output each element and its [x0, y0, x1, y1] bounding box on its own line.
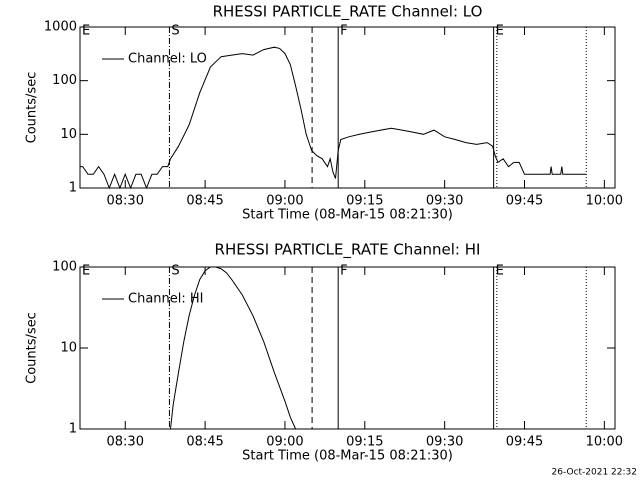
data-line	[80, 46, 587, 190]
time-marker-label: F	[340, 264, 347, 279]
y-tick-label: 10	[60, 341, 77, 356]
x-tick-label: 09:45	[506, 194, 543, 209]
x-tick-label: 09:15	[346, 435, 383, 450]
x-tick-label: 09:15	[346, 194, 383, 209]
x-tick-label: 09:45	[506, 435, 543, 450]
legend-label: Channel: HI	[128, 292, 204, 307]
time-marker-label: S	[171, 264, 179, 279]
y-axis-label: Counts/sec	[25, 72, 40, 144]
plot-frame	[79, 26, 616, 189]
y-tick-label: 10	[60, 127, 77, 142]
chart-title: RHESSI PARTICLE_RATE Channel: LO	[213, 3, 483, 22]
x-tick-label: 09:00	[266, 194, 303, 209]
time-marker-label: S	[171, 24, 179, 39]
x-tick-label: 09:30	[426, 194, 463, 209]
time-marker-label: E	[82, 264, 90, 279]
y-axis-label: Counts/sec	[25, 312, 40, 384]
x-tick-label: 08:30	[107, 194, 144, 209]
y-tick-label: 1000	[44, 20, 77, 35]
x-axis-label: Start Time (08-Mar-15 08:21:30)	[242, 449, 453, 464]
data-line	[170, 266, 297, 430]
timestamp: 26-Oct-2021 22:32	[552, 468, 637, 478]
y-tick-label: 1	[69, 422, 77, 437]
legend-label: Channel: LO	[128, 52, 207, 67]
x-tick-label: 08:30	[107, 435, 144, 450]
chart-title: RHESSI PARTICLE_RATE Channel: HI	[215, 241, 481, 260]
x-tick-label: 08:45	[186, 194, 223, 209]
y-tick-label: 100	[52, 260, 77, 275]
x-tick-label: 08:45	[186, 435, 223, 450]
time-marker-label: E	[82, 24, 90, 39]
x-tick-label: 09:30	[426, 435, 463, 450]
x-tick-label: 10:00	[586, 194, 623, 209]
time-marker-label: F	[340, 24, 347, 39]
x-tick-label: 09:00	[266, 435, 303, 450]
x-tick-label: 10:00	[586, 435, 623, 450]
time-marker-label: E	[496, 264, 504, 279]
x-axis-label: Start Time (08-Mar-15 08:21:30)	[242, 208, 453, 223]
y-tick-label: 1	[69, 181, 77, 196]
time-marker-label: E	[496, 24, 504, 39]
y-tick-label: 100	[52, 73, 77, 88]
